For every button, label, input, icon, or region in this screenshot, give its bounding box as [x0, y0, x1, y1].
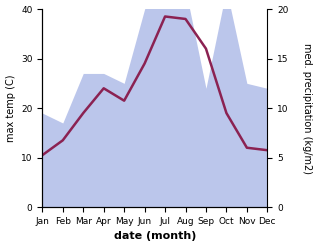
Y-axis label: max temp (C): max temp (C) — [5, 74, 16, 142]
Y-axis label: med. precipitation (kg/m2): med. precipitation (kg/m2) — [302, 43, 313, 174]
X-axis label: date (month): date (month) — [114, 231, 196, 242]
